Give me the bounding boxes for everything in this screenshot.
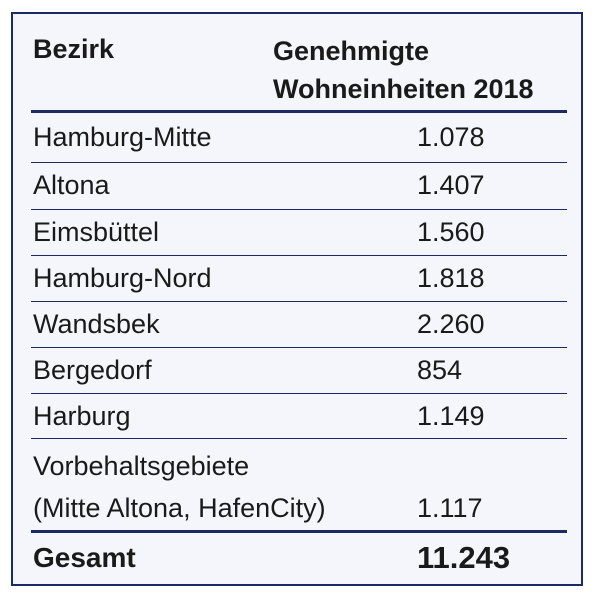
header-district: Bezirk	[33, 34, 115, 64]
row-divider	[31, 301, 567, 302]
header-units-line1: Genehmigte	[273, 36, 430, 66]
row-units: 854	[417, 355, 463, 385]
row-district: Bergedorf	[33, 355, 152, 385]
row-units: 1.149	[417, 401, 485, 431]
row-district-line1: Vorbehaltsgebiete	[33, 451, 250, 481]
row-divider	[31, 162, 567, 163]
row-district: Harburg	[33, 401, 131, 431]
header-units: Genehmigte Wohneinheiten 2018	[273, 32, 534, 108]
row-district: Altona	[33, 170, 110, 200]
row-district: Wandsbek	[33, 309, 160, 339]
row-units: 1.078	[417, 122, 485, 152]
total-units: 11.243	[417, 540, 511, 575]
row-district: Eimsbüttel	[33, 217, 160, 247]
row-district: Hamburg-Mitte	[33, 122, 212, 152]
row-units: 1.818	[417, 263, 485, 293]
row-units: 1.560	[417, 217, 485, 247]
total-label: Gesamt	[33, 542, 136, 573]
row-units: 2.260	[417, 309, 485, 339]
row-units: 1.117	[417, 493, 483, 523]
row-units: 1.407	[417, 170, 485, 200]
table-frame: Bezirk Genehmigte Wohneinheiten 2018 Ham…	[11, 12, 583, 586]
row-divider	[31, 255, 567, 256]
table-header: Bezirk Genehmigte Wohneinheiten 2018	[31, 14, 567, 110]
row-divider	[31, 209, 567, 210]
row-district-line2: (Mitte Altona, HafenCity)	[33, 493, 326, 523]
total-divider	[31, 530, 567, 533]
row-divider	[31, 438, 567, 439]
header-units-line2: Wohneinheiten 2018	[273, 74, 534, 104]
row-district: Hamburg-Nord	[33, 263, 212, 293]
row-divider	[31, 347, 567, 348]
row-divider	[31, 393, 567, 394]
header-divider	[31, 110, 567, 113]
